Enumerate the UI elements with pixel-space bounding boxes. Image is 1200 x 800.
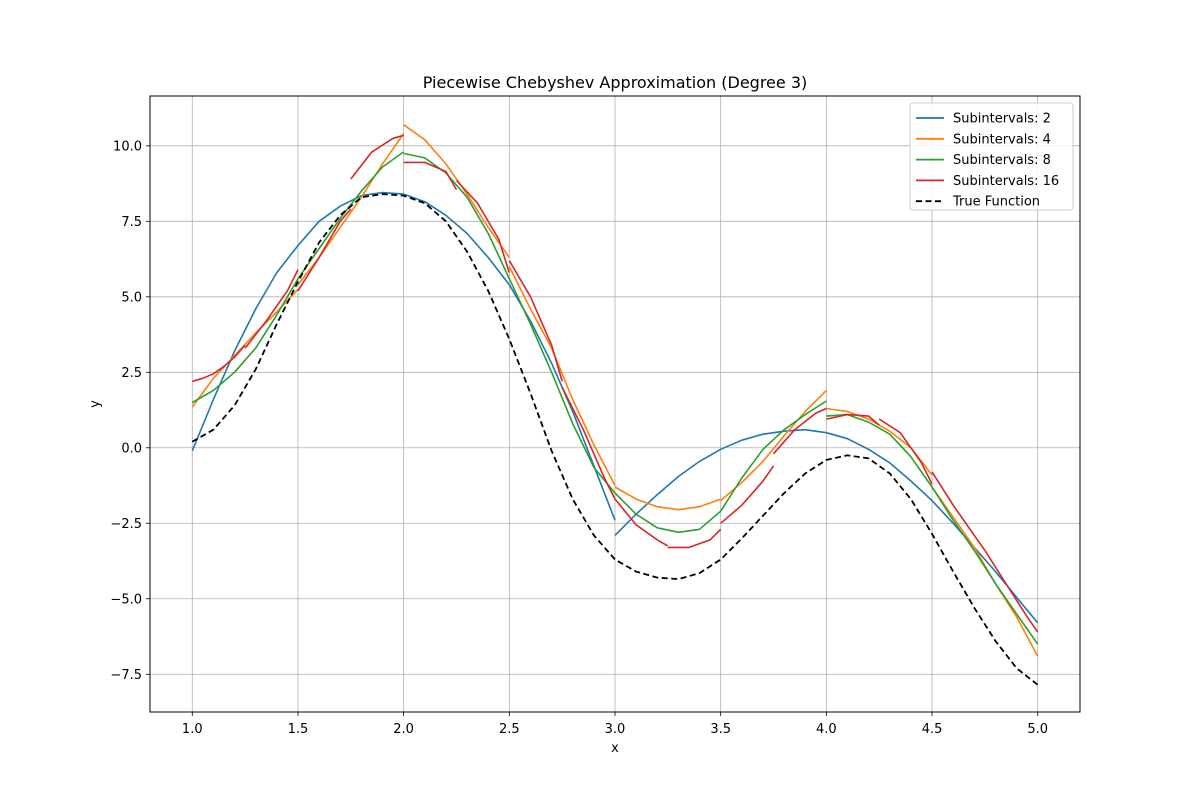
series-line-3	[667, 528, 722, 549]
y-tick-label: 7.5	[121, 215, 142, 230]
series-line-3	[508, 260, 563, 382]
series-line-2	[720, 400, 827, 512]
series-line-3	[561, 387, 616, 500]
chart-title: Piecewise Chebyshev Approximation (Degre…	[423, 73, 807, 92]
series-line-1	[931, 486, 1039, 657]
series-line-2	[403, 152, 511, 280]
legend: Subintervals: 2 Subintervals: 4 Subinterva…	[909, 102, 1074, 211]
y-tick-label: −5.0	[110, 592, 142, 607]
x-tick-label: 4.5	[922, 722, 943, 737]
y-axis-label: y	[88, 400, 103, 408]
y-tick-label: 10.0	[113, 139, 142, 154]
x-tick-label: 2.0	[393, 722, 414, 737]
series-line-3	[772, 407, 827, 455]
series-line-0	[191, 191, 616, 521]
legend-label-3: Subintervals: 16	[953, 174, 1059, 189]
series-line-2	[191, 278, 299, 404]
legend-box	[909, 102, 1074, 211]
series-line-2	[931, 486, 1039, 645]
series-line-3	[931, 471, 986, 551]
x-tick-label: 5.0	[1027, 722, 1048, 737]
y-tick-label: 0.0	[121, 441, 142, 456]
series-line-3	[455, 179, 511, 273]
legend-label-4: True Function	[952, 195, 1040, 210]
legend-label-1: Subintervals: 4	[953, 132, 1051, 147]
series-line-3	[720, 465, 775, 524]
series-line-4	[191, 193, 1039, 686]
x-tick-label: 1.5	[288, 722, 309, 737]
y-tick-label: −2.5	[110, 517, 142, 532]
series-line-3	[350, 134, 404, 180]
series-line-2	[297, 151, 405, 280]
x-tick-label: 1.0	[182, 722, 203, 737]
series-line-3	[826, 413, 880, 426]
y-tick-label: 5.0	[121, 290, 142, 305]
y-axis-ticks: −7.5 −5.0 −2.5 0.0 2.5 5.0 7.5 10.0	[110, 139, 150, 683]
legend-label-0: Subintervals: 2	[953, 112, 1051, 127]
series-line-3	[403, 161, 458, 191]
x-tick-label: 3.5	[710, 722, 731, 737]
y-tick-label: −7.5	[110, 668, 142, 683]
x-axis-label: x	[611, 741, 619, 756]
series-line-1	[720, 389, 827, 502]
series-line-3	[297, 208, 352, 292]
series-line-2	[614, 492, 722, 534]
x-tick-label: 3.0	[605, 722, 626, 737]
x-tick-label: 2.5	[499, 722, 520, 737]
series-line-3	[244, 269, 299, 349]
series-line-3	[984, 550, 1039, 633]
series-line-1	[403, 124, 510, 258]
series-lines	[191, 124, 1039, 686]
x-tick-label: 4.0	[816, 722, 837, 737]
series-line-1	[614, 486, 721, 511]
series-line-2	[508, 278, 616, 494]
series-line-3	[614, 498, 669, 547]
series-line-3	[192, 344, 246, 383]
x-axis-ticks: 1.0 1.5 2.0 2.5 3.0 3.5 4.0 4.5 5.0	[182, 712, 1048, 737]
legend-label-2: Subintervals: 8	[953, 153, 1051, 168]
series-line-1	[508, 266, 616, 486]
y-tick-label: 2.5	[121, 366, 142, 381]
series-line-3	[878, 418, 933, 485]
